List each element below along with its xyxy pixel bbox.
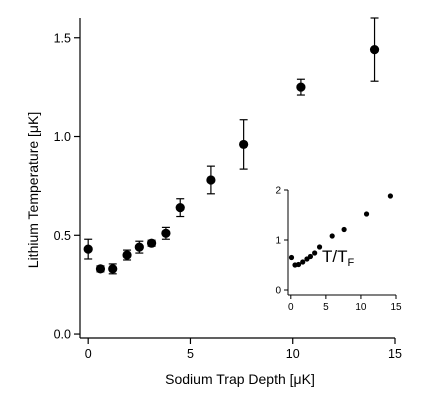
y-tick-label: 0.5 [54,229,71,243]
inset-y-tick-label: 2 [275,186,281,197]
data-marker [122,250,132,260]
inset-annotation-subscript: F [348,257,355,269]
y-axis-title: Lithium Temperature [μK] [25,112,41,268]
data-point [83,238,93,260]
data-point [175,198,185,218]
data-point [206,165,216,195]
data-marker [239,139,249,150]
main-data-points [83,17,380,275]
y-tick-label: 1.0 [54,130,71,144]
y-tick-label: 1.5 [54,31,71,45]
x-tick-label: 15 [388,347,402,361]
data-marker [134,242,144,252]
inset-plot: 0 5 10 15 0 1 2 T/TF [275,186,402,314]
inset-data-marker [387,193,393,199]
inset-data-marker [300,259,306,265]
inset-x-tick-label: 5 [323,302,329,313]
main-plot: 0 5 10 15 0.00.51.01.5 Sodium Trap Depth [μ… [25,17,402,387]
inset-data-marker [316,244,323,250]
inset-annotation-main: T/T [322,247,348,266]
inset-data-marker [341,226,347,233]
data-point [296,78,306,96]
inset-y-ticks: 0 1 2 [275,186,288,297]
data-marker [146,238,157,248]
inset-y-tick-label: 1 [275,236,281,247]
data-marker [83,244,93,254]
inset-x-tick-label: 0 [288,302,294,313]
inset-data-marker [288,254,295,261]
data-point [134,240,144,254]
data-marker [108,264,118,274]
data-point [369,17,380,82]
inset-data-marker [295,261,302,268]
inset-data-marker [329,233,335,239]
inset-x-tick-label: 15 [390,302,402,313]
data-marker [175,203,185,213]
inset-data-marker [307,253,314,260]
data-point [239,119,249,170]
x-tick-label: 0 [85,347,92,361]
inset-data-points [288,193,393,268]
main-y-ticks: 0.0 0.5 1.0 1.5 [54,31,80,342]
main-x-ticks: 0 5 10 15 [85,338,402,361]
data-marker [95,264,106,274]
x-tick-label: 5 [187,347,194,361]
y-tick-label: 0.0 [54,328,71,342]
inset-data-marker [312,250,318,256]
data-marker [206,175,216,185]
data-marker [296,82,306,92]
x-tick-label: 10 [286,347,300,361]
data-point [95,264,106,274]
inset-y-tick-label: 0 [275,286,281,297]
inset-x-ticks: 0 5 10 15 [288,295,402,313]
data-marker [161,228,171,238]
data-point [146,238,157,248]
data-point [161,226,171,240]
x-axis-title: Sodium Trap Depth [μK] [165,371,315,387]
data-point [108,263,118,275]
data-point [122,249,132,261]
data-marker [369,45,380,55]
inset-data-marker [363,211,370,217]
inset-annotation: T/TF [322,247,355,269]
inset-x-tick-label: 10 [355,302,367,313]
